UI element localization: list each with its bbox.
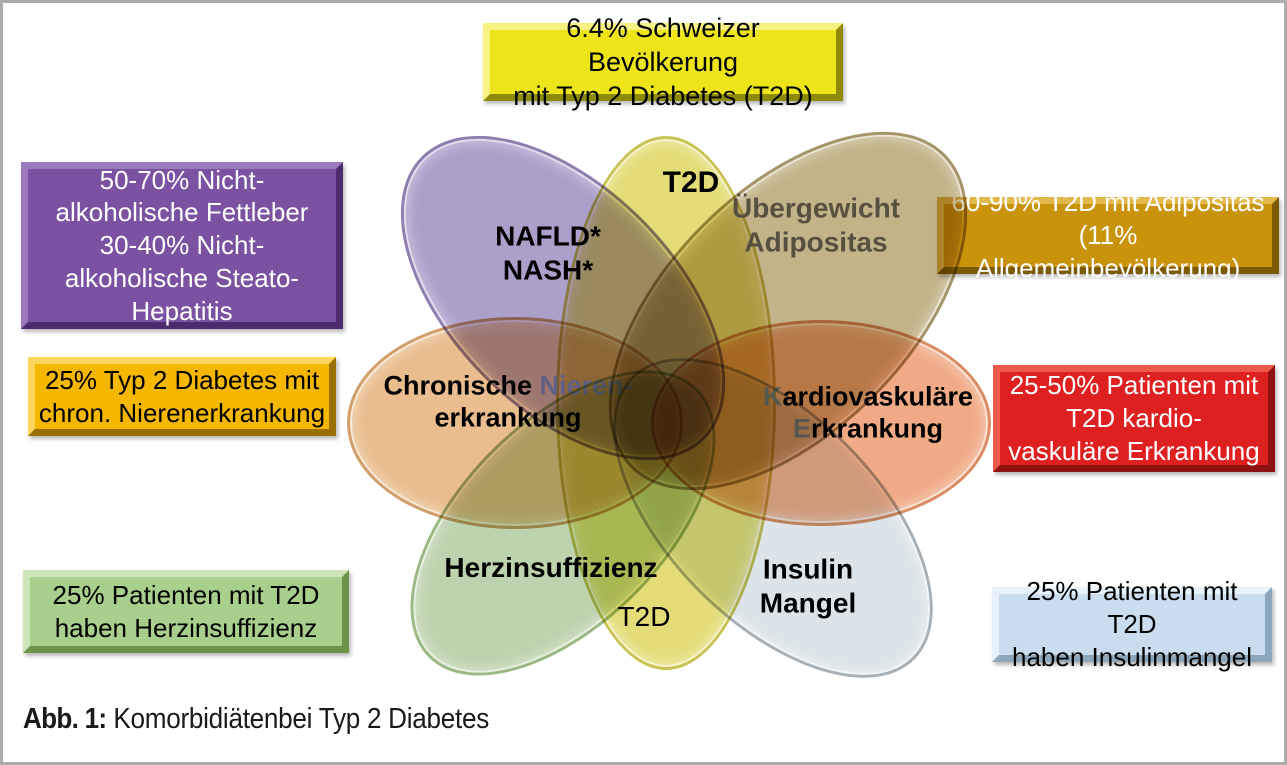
label-nafld-nash: NAFLD* NASH* [495,220,601,285]
figure-caption: Abb. 1: Komorbidiätenbei Typ 2 Diabetes [23,703,489,736]
label-overweight-obesity: Übergewicht Adipositas [731,192,901,257]
callout-text: 60-90% T2D mit Adipositas (11% Allgemeinb… [951,187,1265,283]
label-t2d-bottom: T2D [617,601,671,633]
callout-cardiovascular-stats: 25-50% Patienten mit T2D kardio-vaskuläre… [993,365,1275,472]
callout-heart-failure-stats: 25% Patienten mit T2D haben Herzinsuffizi… [23,570,349,653]
callout-kidney-stats: 25% Typ 2 Diabetes mit chron. Nierenerkra… [28,357,336,436]
callout-text: 6.4% Schweizer Bevölkerung mit Typ 2 Diab… [513,12,813,112]
callout-obesity-stats: 60-90% T2D mit Adipositas (11% Allgemeinb… [937,187,1279,283]
callout-text: 25% Patienten mit T2D haben Insulinmangel [1012,576,1252,672]
callout-text: 25% Patienten mit T2D haben Herzinsuffizi… [52,579,320,643]
label-t2d-top: T2D [662,166,720,199]
caption-prefix: Abb. 1: [23,703,107,735]
label-heart-failure: Herzinsuffizienz [444,552,658,584]
callout-insulin-stats: 25% Patienten mit T2D haben Insulinmangel [992,576,1272,672]
callout-t2d-prevalence: 6.4% Schweizer Bevölkerung mit Typ 2 Diab… [483,13,843,111]
label-insulin-deficiency: Insulin Mangel [759,553,857,618]
callout-text: 50-70% Nicht-alkoholische Fettleber 30-40… [55,164,309,326]
callout-nafld-nash-stats: 50-70% Nicht-alkoholische Fettleber 30-40… [21,162,343,329]
callout-text: 25-50% Patienten mit T2D kardio-vaskuläre… [1008,370,1260,466]
callout-text: 25% Typ 2 Diabetes mit chron. Nierenerkra… [38,364,326,428]
caption-text: Komorbidiätenbei Typ 2 Diabetes [106,703,490,735]
